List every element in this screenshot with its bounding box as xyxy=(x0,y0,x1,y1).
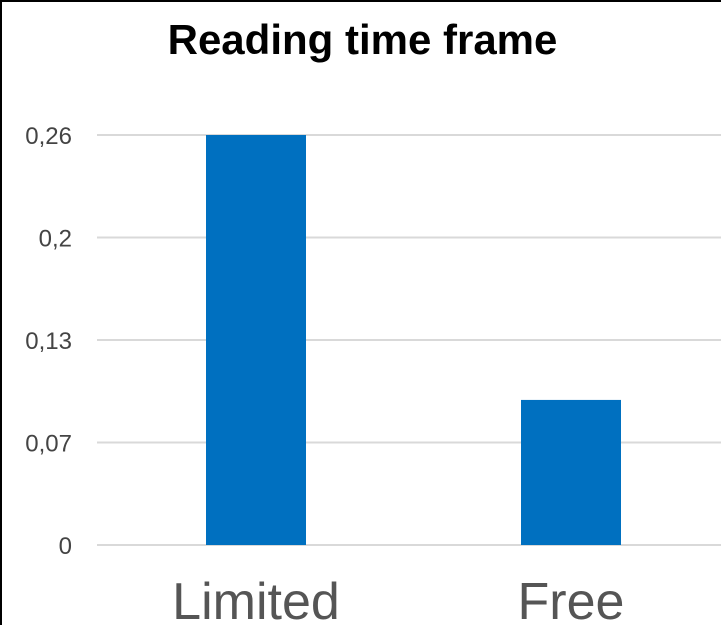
category-label-limited: Limited xyxy=(172,573,340,627)
bar-free xyxy=(521,399,621,545)
y-tick-label: 0,13 xyxy=(25,328,72,355)
bars xyxy=(206,135,621,545)
y-tick-label: 0 xyxy=(59,533,72,560)
y-tick-label: 0,2 xyxy=(39,226,72,253)
category-labels: Limited Free xyxy=(172,573,624,627)
y-tick-label: 0,07 xyxy=(25,431,72,458)
bar-limited xyxy=(206,135,306,545)
category-label-free: Free xyxy=(518,573,625,627)
y-tick-label: 0,26 xyxy=(25,123,72,150)
y-axis-tick-labels: 0 0,07 0,13 0,2 0,26 xyxy=(25,123,72,560)
gridlines xyxy=(97,134,721,546)
chart-title: Reading time frame xyxy=(167,16,558,63)
